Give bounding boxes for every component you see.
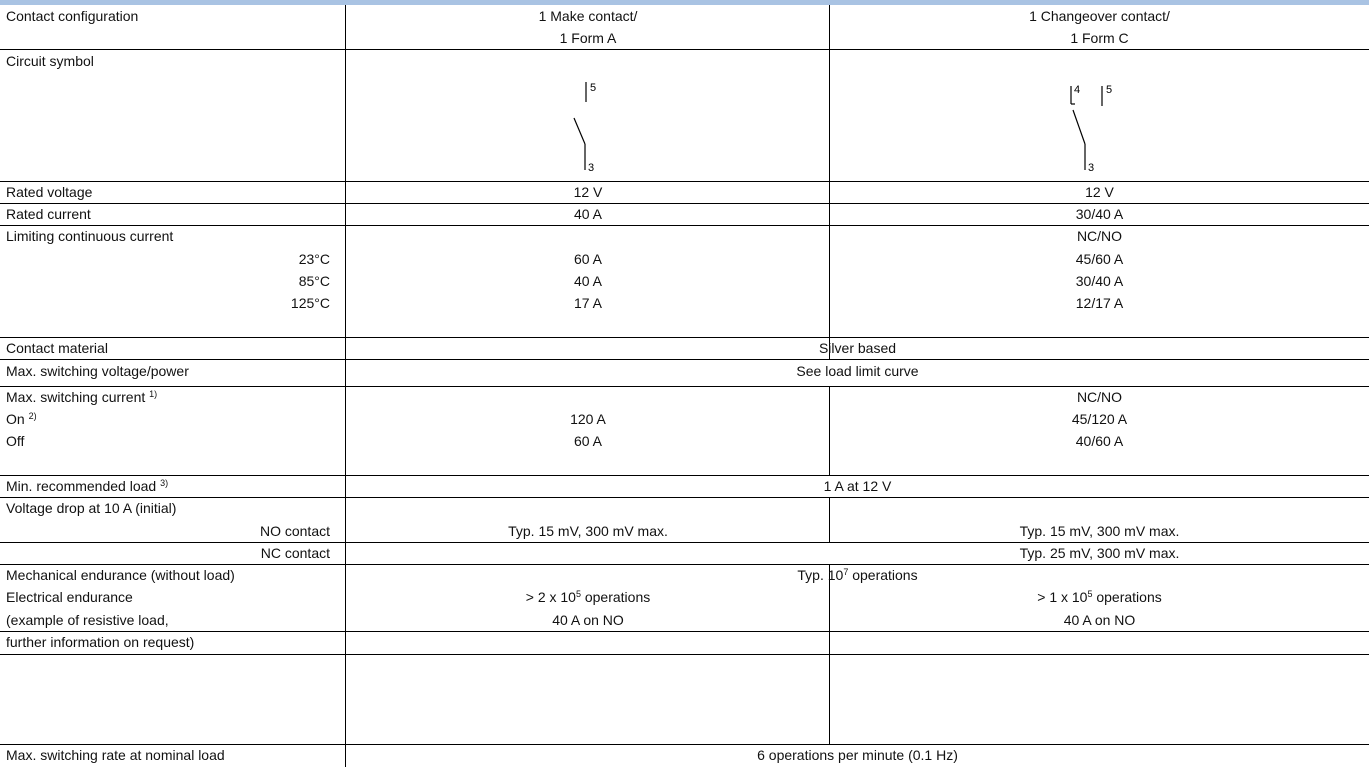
row-label-electrical-endurance-line2: (example of resistive load, [6,612,169,628]
changeover-elec-exponent: 5 [1087,589,1093,599]
row-divider [0,542,1369,543]
row-label-circuit-symbol: Circuit symbol [6,53,94,69]
row-label-limiting-continuous-current: Limiting continuous current [6,228,174,244]
changeover-switching-header: NC/NO [1076,389,1123,405]
row-divider [0,181,1369,182]
row-label-voltage-drop: Voltage drop at 10 A (initial) [6,500,177,516]
row-label-max-switching-current: Max. switching current 1) [6,386,157,408]
max-switching-rate-value: 6 operations per minute (0.1 Hz) [757,747,958,763]
row-divider [0,225,1369,226]
changeover-pin-nc-label: 4 [1074,84,1080,96]
temp-label: 125°C [290,295,330,311]
row-label-rated-current: Rated current [6,206,91,222]
row-divider [0,497,1369,498]
temp-label: 23°C [298,251,330,267]
row-label-min-recommended-load: Min. recommended load 3) [6,475,168,497]
changeover-limiting-header: NC/NO [1076,228,1123,244]
make-elec-prefix: > 2 x 10 [525,589,576,605]
voltage-drop-nc-label: NC contact [260,545,330,561]
header-accent-bar [0,0,1369,5]
row-divider [0,337,1369,338]
changeover-contact-config-line1: 1 Changeover contact/ [1029,8,1170,24]
mechanical-endurance-value: Typ. 107 operations [346,564,1369,586]
mech-endurance-suffix: operations [848,567,918,583]
make-rated-current: 40 A [573,206,603,222]
row-divider [0,475,1369,476]
row-divider [0,631,1369,632]
row-label-max-switching-rate: Max. switching rate at nominal load [6,747,225,763]
make-contact-config-line1: 1 Make contact/ [538,8,638,24]
row-divider [0,359,1369,360]
changeover-contact-circuit-symbol-icon: 4 5 3 [1070,84,1112,174]
max-switching-voltage-power-value: See load limit curve [796,363,919,379]
make-pin-top-label: 5 [590,82,596,94]
make-limiting-current: 40 A [573,273,603,289]
min-recommended-load-label: Min. recommended load [6,478,157,494]
row-label-contact-material: Contact material [6,340,108,356]
make-rated-voltage: 12 V [573,184,603,200]
row-label-max-switching-voltage-power: Max. switching voltage/power [6,363,189,379]
changeover-voltage-drop-no: Typ. 15 mV, 300 mV max. [1019,523,1180,539]
make-limiting-current: 60 A [573,251,603,267]
row-divider [0,386,1369,387]
row-label-mechanical-endurance: Mechanical endurance (without load) [6,567,235,583]
max-switching-current-label: Max. switching current [6,389,146,405]
changeover-elec-prefix: > 1 x 10 [1037,589,1088,605]
changeover-electrical-endurance: > 1 x 105 operations [830,586,1369,608]
column-divider-2b [829,386,830,475]
contact-material-value: Silver based [818,340,897,356]
on-label: On [6,411,25,427]
min-recommended-load-value: 1 A at 12 V [823,478,892,494]
make-electrical-endurance: > 2 x 105 operations [346,586,830,608]
column-divider-2a [829,5,830,360]
row-divider [0,564,1369,565]
changeover-contact-config-line2: 1 Form C [1070,30,1129,46]
switching-on-label: On 2) [6,408,37,430]
changeover-electrical-endurance-load: 40 A on NO [1063,612,1136,628]
make-elec-exponent: 5 [575,589,581,599]
mech-endurance-prefix: Typ. 10 [797,567,844,583]
mech-endurance-exponent: 7 [843,567,849,577]
row-divider [0,654,1369,655]
row-label-electrical-endurance-line1: Electrical endurance [6,589,133,605]
make-contact-config-line2: 1 Form A [559,30,617,46]
changeover-limiting-current: 12/17 A [1075,295,1124,311]
footnote-ref: 3) [160,478,169,488]
row-label-electrical-endurance-line3: further information on request) [6,634,195,650]
temp-label: 85°C [298,273,330,289]
changeover-pin-no-label: 5 [1106,84,1112,96]
make-electrical-endurance-load: 40 A on NO [552,612,624,628]
changeover-switching-on-current: 45/120 A [1071,411,1128,427]
make-contact-circuit-symbol-icon: 5 3 [573,82,596,174]
make-switching-on-current: 120 A [570,411,606,427]
row-label-rated-voltage: Rated voltage [6,184,93,200]
make-pin-bottom-label: 3 [588,162,594,174]
changeover-limiting-current: 30/40 A [1075,273,1124,289]
make-elec-suffix: operations [580,589,651,605]
changeover-elec-suffix: operations [1092,589,1162,605]
footnote-ref: 2) [28,411,37,421]
changeover-rated-current: 30/40 A [1075,206,1124,222]
voltage-drop-no-label: NO contact [259,523,330,539]
row-divider [0,203,1369,204]
switching-off-label: Off [6,433,25,449]
changeover-switching-off-current: 40/60 A [1075,433,1124,449]
make-limiting-current: 17 A [573,295,603,311]
changeover-pin-common-label: 3 [1088,162,1094,174]
changeover-limiting-current: 45/60 A [1075,251,1124,267]
changeover-voltage-drop-nc: Typ. 25 mV, 300 mV max. [1019,545,1180,561]
footnote-ref: 1) [149,389,158,399]
row-divider [0,49,1369,50]
row-label-contact-configuration: Contact configuration [6,8,139,24]
column-divider-2c [829,497,830,542]
make-voltage-drop-no: Typ. 15 mV, 300 mV max. [508,523,668,539]
row-divider [0,744,1369,745]
make-switching-off-current: 60 A [573,433,603,449]
changeover-rated-voltage: 12 V [1085,184,1114,200]
